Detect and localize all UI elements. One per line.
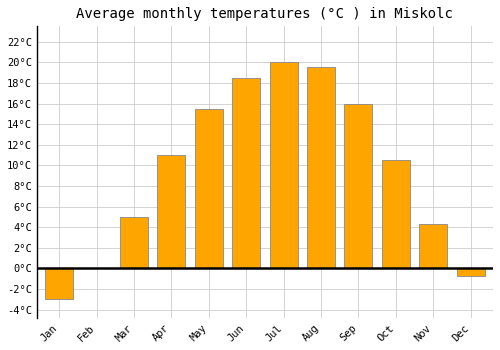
- Bar: [232, 78, 260, 268]
- Bar: [195, 109, 223, 268]
- Bar: [456, 268, 484, 275]
- Bar: [344, 104, 372, 268]
- Bar: [419, 224, 447, 268]
- Bar: [382, 160, 410, 268]
- Bar: [270, 62, 297, 268]
- Bar: [120, 217, 148, 268]
- Title: Average monthly temperatures (°C ) in Miskolc: Average monthly temperatures (°C ) in Mi…: [76, 7, 454, 21]
- Bar: [45, 268, 74, 299]
- Bar: [307, 68, 335, 268]
- Bar: [158, 155, 186, 268]
